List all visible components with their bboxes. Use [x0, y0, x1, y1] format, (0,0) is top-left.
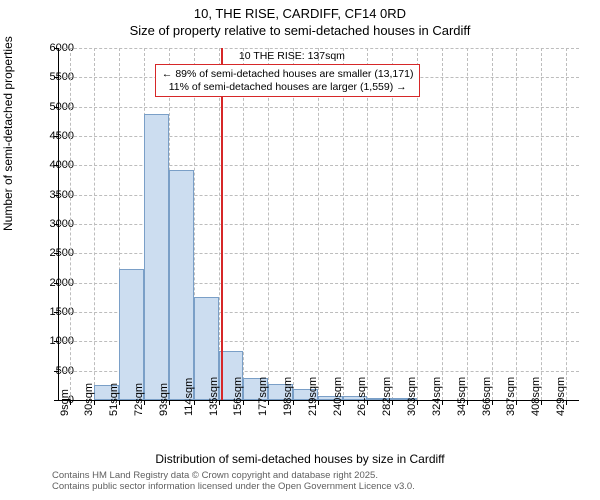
gridline-v — [516, 48, 517, 400]
x-axis-label: Distribution of semi-detached houses by … — [0, 452, 600, 466]
gridline-h — [59, 224, 579, 225]
annotation-line2: 11% of semi-detached houses are larger (… — [162, 81, 414, 94]
annotation-line1: ← 89% of semi-detached houses are smalle… — [162, 68, 414, 81]
ytick-mark — [54, 107, 59, 108]
marker-line — [221, 48, 223, 400]
footer-line2: Contains public sector information licen… — [52, 481, 415, 492]
gridline-v — [219, 48, 220, 400]
histogram-bar — [169, 170, 194, 400]
ytick-mark — [54, 341, 59, 342]
gridline-v — [566, 48, 567, 400]
gridline-h — [59, 136, 579, 137]
ytick-mark — [54, 165, 59, 166]
footer-attribution: Contains HM Land Registry data © Crown c… — [52, 470, 415, 493]
title-line1: 10, THE RISE, CARDIFF, CF14 0RD — [0, 6, 600, 21]
title-block: 10, THE RISE, CARDIFF, CF14 0RD Size of … — [0, 0, 600, 38]
ytick-mark — [54, 195, 59, 196]
gridline-v — [94, 48, 95, 400]
ytick-mark — [54, 48, 59, 49]
plot-area: 10 THE RISE: 137sqm ← 89% of semi-detache… — [58, 48, 579, 401]
ytick-mark — [54, 136, 59, 137]
gridline-v — [467, 48, 468, 400]
gridline-h — [59, 253, 579, 254]
annotation-title: 10 THE RISE: 137sqm — [239, 50, 345, 62]
annotation-box: ← 89% of semi-detached houses are smalle… — [155, 64, 421, 97]
ytick-mark — [54, 224, 59, 225]
gridline-v — [417, 48, 418, 400]
gridline-v — [70, 48, 71, 400]
gridline-h — [59, 48, 579, 49]
gridline-v — [442, 48, 443, 400]
title-line2: Size of property relative to semi-detach… — [0, 23, 600, 38]
gridline-h — [59, 107, 579, 108]
y-axis-label: Number of semi-detached properties — [1, 36, 15, 231]
gridline-v — [343, 48, 344, 400]
histogram-bar — [144, 114, 169, 400]
ytick-mark — [54, 253, 59, 254]
gridline-v — [367, 48, 368, 400]
ytick-mark — [54, 312, 59, 313]
gridline-v — [492, 48, 493, 400]
gridline-v — [318, 48, 319, 400]
gridline-v — [293, 48, 294, 400]
gridline-h — [59, 195, 579, 196]
gridline-v — [243, 48, 244, 400]
gridline-v — [541, 48, 542, 400]
gridline-h — [59, 165, 579, 166]
footer-line1: Contains HM Land Registry data © Crown c… — [52, 470, 415, 481]
gridline-v — [392, 48, 393, 400]
gridline-v — [268, 48, 269, 400]
chart-container: 10, THE RISE, CARDIFF, CF14 0RD Size of … — [0, 0, 600, 500]
histogram-bar — [119, 269, 144, 400]
ytick-mark — [54, 371, 59, 372]
ytick-mark — [54, 77, 59, 78]
ytick-mark — [54, 283, 59, 284]
